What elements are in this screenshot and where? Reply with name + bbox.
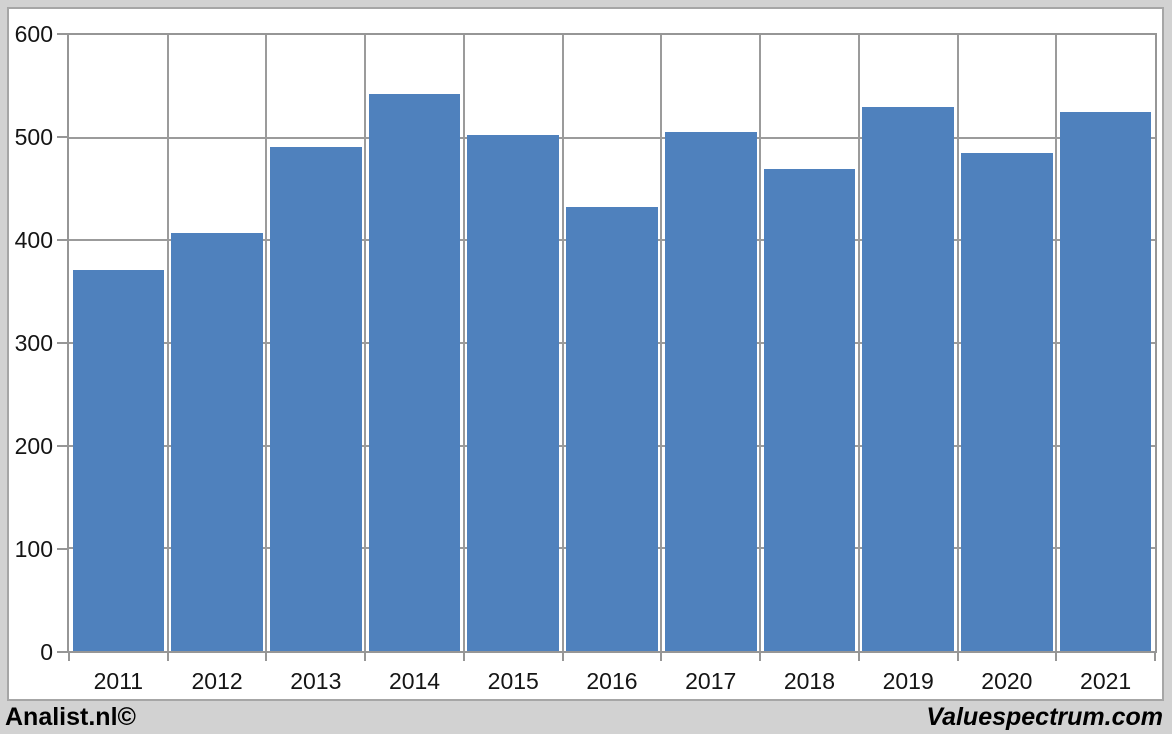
gridline-h-500 bbox=[69, 136, 1155, 139]
y-axis-tick-300 bbox=[57, 342, 67, 344]
y-axis-tick-label-600: 600 bbox=[14, 21, 53, 47]
y-axis-tick-600 bbox=[57, 33, 67, 35]
x-axis-tick-8 bbox=[857, 652, 860, 661]
bar-2021 bbox=[1059, 112, 1152, 651]
bar-2014 bbox=[368, 94, 461, 651]
chart-box: 0 100 200 300 400 500 600 2011 2012 2013 2014 2015 2… bbox=[7, 7, 1164, 701]
gridline-v-4 bbox=[462, 35, 465, 651]
gridline-v-3 bbox=[364, 35, 367, 651]
x-axis-tick-label-2016: 2016 bbox=[586, 668, 638, 694]
x-axis-tick-4 bbox=[462, 652, 465, 661]
gridline-v-1 bbox=[166, 35, 169, 651]
x-axis-tick-label-2017: 2017 bbox=[685, 668, 737, 694]
bar-2019 bbox=[862, 107, 955, 651]
x-axis-tick-7 bbox=[759, 652, 762, 661]
x-axis-tick-label-2014: 2014 bbox=[388, 668, 441, 694]
y-axis-tick-label-400: 400 bbox=[14, 227, 53, 253]
footer-left-brand: Analist.nl© bbox=[5, 703, 136, 731]
x-axis-tick-10 bbox=[1055, 652, 1058, 661]
y-axis-tick-100 bbox=[57, 548, 67, 550]
x-axis-tick-9 bbox=[956, 652, 959, 661]
y-axis-tick-label-500: 500 bbox=[14, 124, 53, 150]
gridline-v-10 bbox=[1055, 35, 1058, 651]
y-axis-tick-label-0: 0 bbox=[40, 639, 53, 665]
x-axis-tick-label-2019: 2019 bbox=[882, 668, 934, 694]
bar-2020 bbox=[961, 153, 1053, 651]
y-axis-tick-0 bbox=[57, 651, 67, 653]
x-axis-tick-label-2012: 2012 bbox=[191, 668, 243, 694]
x-axis-tick-label-2013: 2013 bbox=[290, 668, 342, 694]
bar-2015 bbox=[467, 135, 560, 651]
x-axis-tick-label-2015: 2015 bbox=[487, 668, 539, 694]
bar-2012 bbox=[171, 233, 263, 651]
y-axis-tick-400 bbox=[57, 239, 67, 241]
y-axis-tick-500 bbox=[57, 136, 67, 138]
gridline-v-2 bbox=[265, 35, 268, 651]
footer-bar: Analist.nl© Valuespectrum.com bbox=[0, 701, 1172, 734]
y-axis-tick-label-300: 300 bbox=[14, 330, 53, 356]
x-axis-tick-1 bbox=[166, 652, 169, 661]
bar-2011 bbox=[72, 270, 165, 651]
gridline-v-8 bbox=[857, 35, 860, 651]
y-axis-tick-label-200: 200 bbox=[14, 433, 53, 459]
bar-2013 bbox=[269, 147, 362, 651]
y-axis-tick-200 bbox=[57, 445, 67, 447]
bar-2016 bbox=[566, 207, 658, 651]
x-axis-tick-11 bbox=[1154, 652, 1156, 661]
x-axis-tick-label-2011: 2011 bbox=[93, 668, 144, 694]
x-axis-tick-5 bbox=[561, 652, 564, 661]
x-axis-tick-label-2020: 2020 bbox=[981, 668, 1033, 694]
y-axis-tick-label-100: 100 bbox=[14, 536, 53, 562]
gridline-v-5 bbox=[561, 35, 564, 651]
plot-area bbox=[67, 33, 1157, 653]
bar-2017 bbox=[664, 132, 757, 651]
x-axis-tick-label-2021: 2021 bbox=[1080, 668, 1132, 694]
bar-2018 bbox=[763, 169, 856, 651]
gridline-v-9 bbox=[956, 35, 959, 651]
x-axis-tick-0 bbox=[68, 652, 70, 661]
gridline-v-7 bbox=[759, 35, 762, 651]
x-axis-tick-2 bbox=[265, 652, 268, 661]
x-axis-tick-3 bbox=[364, 652, 367, 661]
x-axis-tick-label-2018: 2018 bbox=[783, 668, 836, 694]
footer-right-brand: Valuespectrum.com bbox=[926, 703, 1163, 731]
x-axis-tick-6 bbox=[660, 652, 663, 661]
gridline-v-6 bbox=[660, 35, 663, 651]
